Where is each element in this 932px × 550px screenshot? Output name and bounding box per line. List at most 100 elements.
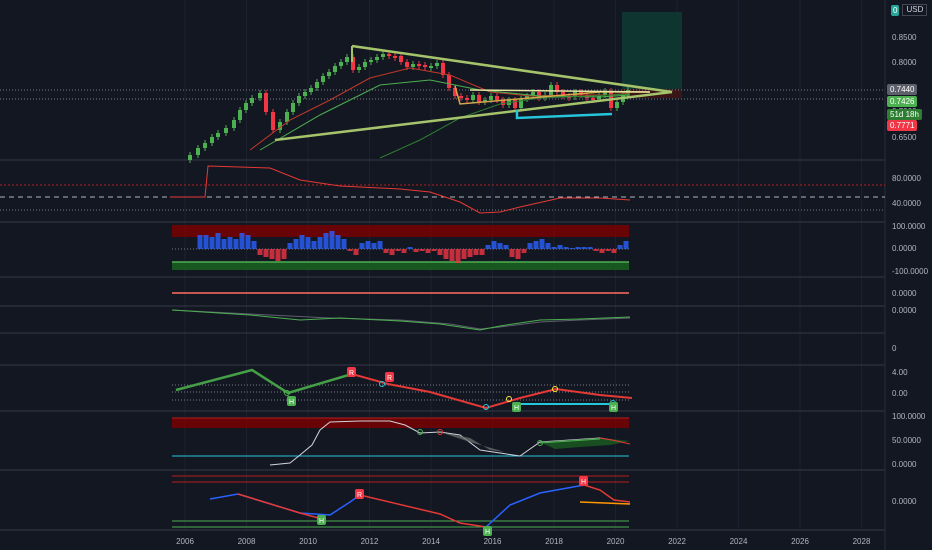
divergence-point [552, 386, 558, 392]
rsi-line [170, 165, 631, 214]
histogram-bar [509, 249, 515, 257]
candle [591, 98, 595, 100]
histogram-bar [617, 245, 623, 249]
histogram-bar [395, 249, 401, 251]
signal-badge [287, 396, 296, 406]
candle [363, 62, 367, 67]
histogram-bar [197, 235, 203, 249]
histogram-bar [287, 243, 293, 249]
axis-label-divergence: 0.00 [892, 389, 908, 398]
divergence-line-red [175, 368, 633, 410]
triangle-lower-line [274, 90, 673, 142]
histogram-bar [209, 237, 215, 249]
histogram-bar [413, 249, 419, 252]
histogram-bar [203, 235, 209, 249]
histogram-bar [251, 241, 257, 249]
trend-badge [355, 489, 364, 499]
trend-label: R [357, 492, 362, 499]
candle [250, 98, 254, 103]
histogram-bar [263, 249, 269, 257]
trend-badge-top [579, 476, 588, 486]
trend-line-up-2 [485, 484, 585, 528]
histogram-bar [467, 249, 473, 257]
candle [351, 57, 355, 70]
moving-average-fast [249, 67, 631, 151]
histogram-bar [407, 247, 413, 249]
candle [393, 56, 397, 58]
trend-line-down-2 [359, 494, 487, 528]
moving-average-long [379, 93, 631, 159]
signal-label: H [611, 405, 616, 412]
candle [264, 93, 268, 112]
histogram-bar [539, 239, 545, 249]
oversold-zone [172, 262, 629, 270]
candle [549, 85, 553, 95]
candle [327, 72, 331, 76]
histogram-bar [275, 249, 281, 261]
candle [477, 95, 481, 102]
signal-label: H [514, 405, 519, 412]
candle [291, 103, 295, 112]
time-axis-label: 2006 [176, 537, 194, 546]
stoch-fill-grey [440, 432, 505, 452]
histogram-bar [521, 249, 527, 253]
divergence-point [284, 390, 290, 396]
candle [429, 66, 433, 68]
price-badge: 0.7426 [887, 96, 918, 107]
histogram-bar [383, 249, 389, 253]
candle [232, 120, 236, 128]
candle [465, 98, 469, 100]
signal-badge [512, 402, 521, 412]
histogram-bar [425, 249, 431, 253]
axis-label-histogram: -100.0000 [892, 267, 929, 276]
candle [525, 96, 529, 99]
time-axis-label: 2020 [607, 537, 625, 546]
histogram-bar [569, 248, 575, 249]
histogram-bar [485, 245, 491, 249]
candle [513, 100, 517, 108]
histogram-bar [281, 249, 287, 259]
price-badge: 0.7771 [887, 120, 918, 131]
overbought-zone [172, 225, 629, 237]
candle [345, 57, 349, 62]
histogram-bar [257, 249, 263, 255]
candle [210, 137, 214, 143]
price-badge: 51d 18h [887, 109, 922, 120]
candle [501, 100, 505, 105]
histogram-bar [473, 249, 479, 255]
candle [411, 64, 415, 67]
histogram-bar [563, 247, 569, 249]
support-line [515, 110, 613, 120]
price-badge: 0.7440 [887, 84, 918, 95]
signal-badge [385, 372, 394, 382]
candle [459, 96, 463, 98]
histogram-bar [503, 245, 509, 249]
histogram-bar [557, 245, 563, 249]
candle [561, 92, 565, 96]
axis-label-histogram: 0.0000 [892, 244, 917, 253]
histogram-bar [215, 233, 221, 249]
candle [615, 102, 619, 108]
histogram-bar [515, 249, 521, 259]
currency-selector[interactable]: 0 USD [891, 4, 928, 16]
currency-label: USD [902, 4, 928, 16]
histogram-bar [491, 241, 497, 249]
axis-label-stochastic: 50.0000 [892, 436, 921, 445]
stoch-d-green [539, 438, 601, 444]
candle [453, 88, 457, 96]
candle [387, 54, 391, 56]
oscillator-line [171, 309, 631, 331]
histogram-bar [329, 231, 335, 249]
candle [441, 63, 445, 75]
candle [285, 112, 289, 122]
histogram-bar [227, 237, 233, 249]
histogram-bar [431, 249, 437, 251]
candle [271, 112, 275, 130]
trend-label-top: H [581, 479, 586, 486]
axis-label-stochastic: 0.0000 [892, 460, 917, 469]
histogram-bar [587, 247, 593, 249]
signal-label: R [387, 375, 392, 382]
histogram-bar [593, 249, 599, 251]
trend-badge [483, 526, 492, 536]
